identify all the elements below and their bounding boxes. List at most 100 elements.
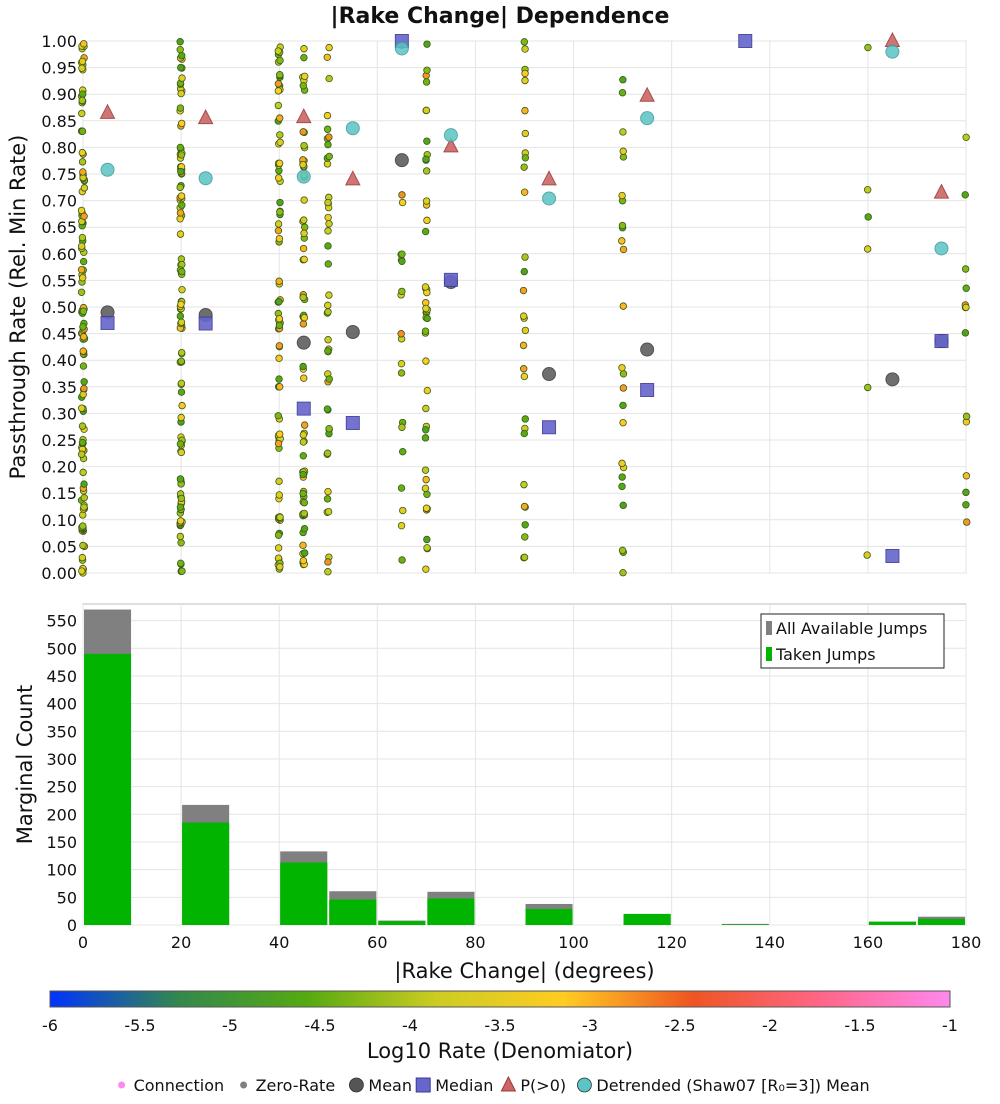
scatter-point	[423, 137, 431, 145]
colorbar-tick-label: -6	[42, 1016, 58, 1035]
scatter-point	[299, 293, 307, 302]
histogram-bar	[623, 913, 671, 925]
scatter-point	[275, 342, 284, 350]
y-tick-label: 350	[46, 722, 77, 741]
series-marker	[345, 325, 360, 340]
scatter-point	[177, 192, 186, 200]
scatter-point	[178, 285, 186, 294]
scatter-point	[422, 404, 430, 413]
series-marker	[541, 170, 557, 186]
scatter-point	[177, 318, 186, 326]
scatter-point	[520, 480, 528, 489]
series-marker	[738, 34, 753, 48]
scatter-point	[619, 245, 628, 254]
y-tick-label: 0.00	[41, 564, 77, 583]
series-marker	[542, 191, 557, 206]
scatter-point	[299, 489, 307, 498]
scatter-point	[398, 191, 406, 199]
scatter-point	[177, 167, 185, 176]
scatter-point	[325, 74, 333, 83]
colorbar-label: Log10 Rate (Denomiator)	[367, 1039, 633, 1063]
scatter-point	[176, 38, 184, 46]
scatter-point	[178, 267, 186, 276]
scatter-point	[276, 383, 284, 391]
scatter-point	[619, 147, 627, 155]
scatter-point	[79, 541, 87, 550]
series-marker	[885, 548, 900, 563]
scatter-point	[79, 468, 87, 477]
scatter-point	[325, 43, 333, 52]
y-tick-label: 0.20	[41, 458, 77, 477]
scatter-point	[618, 364, 626, 372]
scatter-point	[176, 532, 185, 541]
scatter-point	[78, 567, 86, 575]
scatter-point	[423, 386, 432, 395]
series-taken-jumps	[84, 653, 965, 925]
scatter-point	[177, 151, 186, 159]
scatter-point	[323, 125, 332, 133]
scatter-point	[421, 466, 430, 474]
scatter-point	[275, 321, 284, 330]
scatter-point	[276, 131, 284, 139]
scatter-point	[275, 491, 283, 499]
scatter-point	[299, 362, 307, 371]
scatter-point	[520, 188, 529, 196]
scatter-point	[77, 450, 86, 458]
scatter-point	[276, 563, 284, 571]
scatter-point	[176, 143, 185, 152]
scatter-point	[80, 480, 88, 488]
scatter-point	[422, 197, 431, 205]
scatter-point	[398, 423, 406, 431]
scatter-point	[177, 357, 185, 365]
scatter-point	[397, 359, 406, 368]
scatter-point	[276, 208, 284, 216]
series-marker	[934, 241, 949, 256]
colorbar-tick-label: -3.5	[484, 1016, 515, 1035]
scatter-point	[961, 265, 970, 273]
scatter-point	[422, 78, 431, 86]
series-marker	[542, 420, 557, 435]
scatter-point	[78, 64, 86, 72]
scatter-point	[79, 257, 88, 266]
scatter-point	[80, 494, 88, 502]
colorbar-tick-label: -1.5	[844, 1016, 875, 1035]
series-marker	[198, 316, 213, 331]
scatter-point	[301, 223, 309, 231]
scatter-point	[520, 38, 529, 46]
colorbar-bar	[49, 990, 951, 1008]
x-tick-label: 80	[465, 933, 485, 952]
scatter-point	[176, 209, 185, 217]
scatter-point	[178, 201, 186, 209]
series-marker	[443, 137, 459, 153]
y-tick-label: 0.35	[41, 378, 77, 397]
scatter-point	[78, 127, 87, 136]
scatter-point	[176, 440, 185, 448]
legend-box	[760, 613, 945, 669]
scatter-y-axis-label: Passthrough Rate (Rel. Min Rate)	[6, 135, 30, 480]
scatter-point	[177, 413, 185, 422]
scatter-point	[324, 213, 332, 222]
scatter-point	[324, 140, 332, 149]
scatter-point	[324, 227, 332, 235]
scatter-point	[520, 365, 528, 373]
series-marker	[296, 169, 311, 184]
scatter-point	[299, 452, 307, 460]
series-marker	[100, 162, 115, 177]
scatter-point	[961, 329, 970, 337]
scatter-point	[300, 141, 308, 150]
histogram-bar	[868, 921, 916, 925]
scatter-point	[275, 277, 283, 285]
scatter-point	[300, 509, 308, 518]
colorbar: -6 -5.5 -5 -4.5 -4 -3.5 -3 -2.5 -2 -1.5 -1 Log10 Ra…	[42, 990, 958, 1063]
series-marker	[345, 121, 360, 136]
legend-marker	[118, 1081, 126, 1089]
scatter-point	[422, 426, 430, 434]
series-marker	[99, 103, 116, 119]
scatter-point	[863, 245, 872, 253]
data-point-cloud	[77, 38, 971, 577]
scatter-point	[422, 106, 431, 115]
scatter-point	[178, 74, 186, 82]
scatter-point	[398, 257, 406, 265]
y-tick-label: 400	[46, 695, 77, 714]
